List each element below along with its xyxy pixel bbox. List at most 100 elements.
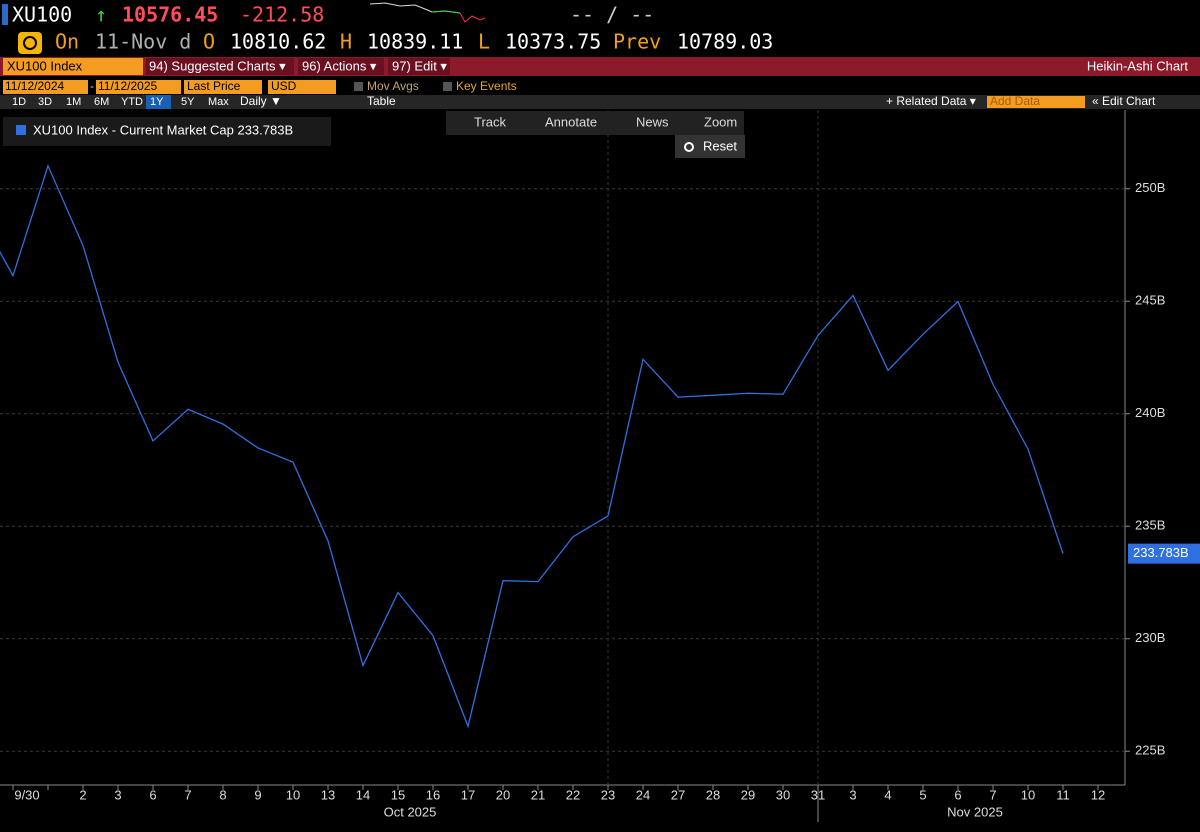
x-tick-label: 4 <box>884 787 891 802</box>
reset-button[interactable] <box>675 135 745 158</box>
security-field[interactable] <box>3 58 143 75</box>
checkbox[interactable] <box>443 82 452 91</box>
period[interactable]: 1M <box>66 96 81 108</box>
currency[interactable]: USD <box>271 79 297 93</box>
mov-avgs[interactable]: Mov Avgs <box>367 79 419 93</box>
period[interactable]: 6M <box>94 96 109 108</box>
tool[interactable]: News <box>636 114 669 129</box>
chart-name: Heikin-Ashi Chart <box>1087 58 1189 73</box>
x-tick-label: 28 <box>706 787 720 802</box>
prev: 10789.03 <box>677 30 773 54</box>
direction-arrow: ↑ <box>95 3 107 27</box>
x-tick-label: 15 <box>391 787 405 802</box>
period[interactable]: 5Y <box>181 96 195 108</box>
line-series <box>0 163 1064 729</box>
x-tick-label: 31 <box>811 787 825 802</box>
add-data[interactable]: Add Data <box>990 94 1040 108</box>
tool[interactable]: Annotate <box>545 114 597 129</box>
field-select[interactable] <box>184 80 262 94</box>
period[interactable]: YTD <box>121 96 143 108</box>
y-tick-label: 245B <box>1135 293 1165 308</box>
x-tick-label: 5 <box>919 787 926 802</box>
low: 10373.75 <box>505 30 601 54</box>
x-tick-label: 22 <box>566 787 580 802</box>
key-events[interactable]: Key Events <box>456 79 517 93</box>
tool-bar <box>446 111 744 135</box>
end-field[interactable] <box>96 80 181 94</box>
field[interactable]: Last Price <box>187 79 241 93</box>
period[interactable]: 1Y <box>150 96 164 108</box>
end-date[interactable]: 11/12/2025 <box>98 79 157 93</box>
reset-icon <box>684 142 694 152</box>
plot <box>0 163 1064 729</box>
x-tick-label: 23 <box>601 787 615 802</box>
month-label: Nov 2025 <box>947 804 1003 819</box>
period[interactable]: 1D <box>12 96 26 108</box>
x-tick-label: 7 <box>184 787 191 802</box>
x-tick-label: 9/30 <box>14 787 39 802</box>
x-tick-label: 14 <box>356 787 370 802</box>
start-date[interactable]: 11/12/2024 <box>5 79 64 93</box>
frequency[interactable]: Daily ▼ <box>240 94 282 108</box>
x-tick-label: 11 <box>1056 787 1070 802</box>
reset[interactable]: Reset <box>703 138 737 153</box>
menu-item[interactable]: 97) Edit ▾ <box>392 58 447 73</box>
net-change: -212.58 <box>240 3 324 27</box>
high-label: H <box>340 30 352 54</box>
low-label: L <box>478 30 490 54</box>
alert-icon[interactable] <box>18 32 42 54</box>
ticker[interactable]: XU100 <box>12 3 72 27</box>
currency-select[interactable] <box>268 80 336 94</box>
period-bar <box>0 95 1200 109</box>
x-tick-label: 17 <box>461 787 475 802</box>
open-label: O <box>203 30 215 54</box>
y-tick-label: 230B <box>1135 630 1165 645</box>
legend-swatch <box>16 125 26 135</box>
tool[interactable]: Zoom <box>704 114 737 129</box>
security[interactable]: XU100 Index <box>7 58 83 73</box>
month-label: Oct 2025 <box>384 804 437 819</box>
tool[interactable]: Track <box>474 114 507 129</box>
x-tick-label: 9 <box>254 787 261 802</box>
y-tick-label: 250B <box>1135 180 1165 195</box>
sparkline-up <box>431 10 461 14</box>
x-tick-label: 13 <box>321 787 335 802</box>
last-value-label: 233.783B <box>1133 545 1189 560</box>
y-tick-label: 225B <box>1135 743 1165 758</box>
start-field[interactable] <box>3 80 88 94</box>
x-tick-label: 6 <box>954 787 961 802</box>
menu-button[interactable] <box>146 58 294 75</box>
menu-button[interactable] <box>388 58 450 75</box>
date: 11-Nov d <box>95 30 191 54</box>
x-tick-label: 29 <box>741 787 755 802</box>
bid-ask: -- / -- <box>570 3 654 27</box>
sparkline-down <box>459 12 486 23</box>
x-tick-label: 12 <box>1091 787 1105 802</box>
x-tick-label: 10 <box>1021 787 1035 802</box>
x-tick-label: 2 <box>79 787 86 802</box>
last-price: 10576.45 <box>122 3 218 27</box>
prev-label: Prev <box>613 30 661 54</box>
alert-icon-glyph <box>23 36 37 50</box>
edit-chart[interactable]: « Edit Chart <box>1092 94 1156 108</box>
x-tick-label: 20 <box>496 787 510 802</box>
period-group: 1D 3D 1M 6M YTD 1Y 5Y Max <box>12 96 229 108</box>
legend-entry[interactable]: XU100 Index - Current Market Cap 233.783… <box>33 122 293 137</box>
menu-button[interactable] <box>298 58 384 75</box>
date-dash: - <box>90 79 94 93</box>
related-data[interactable]: + Related Data ▾ <box>886 94 976 108</box>
x-tick-label: 24 <box>636 787 650 802</box>
checkbox[interactable] <box>354 82 363 91</box>
x-tick-label: 3 <box>849 787 856 802</box>
period[interactable]: 3D <box>38 96 52 108</box>
period[interactable]: Max <box>208 96 229 108</box>
ticker-marker <box>2 4 8 25</box>
menu-item[interactable]: 96) Actions ▾ <box>302 58 377 73</box>
add-data-field[interactable] <box>987 96 1085 108</box>
menu-item[interactable]: 94) Suggested Charts ▾ <box>149 58 286 73</box>
x-tick-label: 27 <box>671 787 685 802</box>
table-button[interactable]: Table <box>367 94 396 108</box>
